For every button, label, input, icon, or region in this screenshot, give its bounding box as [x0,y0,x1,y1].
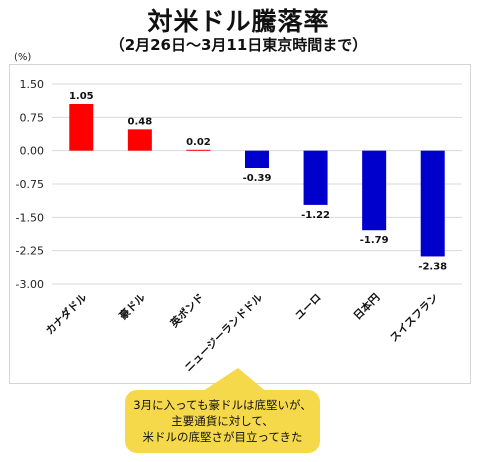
y-unit-label: (%) [14,52,31,63]
y-tick-label: -0.75 [16,178,44,191]
bar [186,149,211,151]
y-tick-label: 0.75 [20,111,45,124]
callout-line: 3月に入っても豪ドルは底堅いが、 [133,398,312,412]
y-tick-label: 1.50 [20,78,45,91]
callout-note: 3月に入っても豪ドルは底堅いが、 主要通貨に対して、 米ドルの底堅さが目立ってき… [125,390,320,453]
callout-line: 主要通貨に対して、 [171,414,274,428]
chart-title: 対米ドル騰落率 [147,7,330,36]
bar [362,150,387,231]
y-tick-label: -3.00 [16,278,44,291]
x-tick-label: 英ポンド [167,291,207,331]
bar [420,150,445,257]
y-tick-label: -1.50 [16,211,44,224]
callout-line: 米ドルの底堅さが目立ってきた [142,430,303,444]
bar [127,129,152,151]
data-label: -0.39 [243,173,272,184]
bar [69,104,94,151]
x-tick-label: 日本円 [351,291,382,322]
y-tick-label: 0.00 [20,145,45,158]
x-tick-label: ユーロ [293,292,324,323]
data-label: 0.02 [186,137,211,148]
data-label: 0.48 [128,116,153,127]
data-label: 1.05 [69,91,94,102]
x-tick-label: スイスフラン [388,292,441,345]
chart-subtitle: （2月26日～3月11日東京時間まで） [109,36,368,54]
y-tick-label: -2.25 [16,245,44,258]
data-label: -1.79 [360,235,389,246]
data-label: -1.22 [301,210,330,221]
bar [303,150,328,205]
x-tick-label: 豪ドル [117,291,149,323]
x-tick-label: カナダドル [43,291,90,338]
data-label: -2.38 [418,261,447,272]
bar [245,150,269,168]
